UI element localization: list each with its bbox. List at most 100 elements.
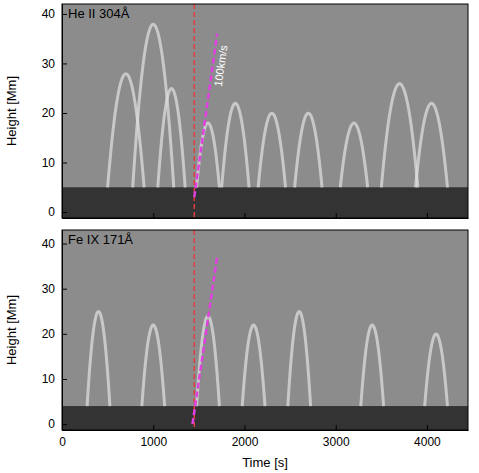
x-tick bbox=[62, 213, 63, 218]
y-tick-mark bbox=[62, 424, 67, 425]
y-tick-label: 20 bbox=[42, 327, 56, 341]
y-tick-mark bbox=[62, 289, 67, 290]
plot-area bbox=[62, 230, 468, 430]
y-tick-label: 40 bbox=[42, 237, 56, 251]
spicule-track bbox=[197, 123, 220, 187]
y-axis-title: Height [Mm] bbox=[4, 295, 19, 365]
spicule-track bbox=[108, 74, 144, 188]
y-axis-line bbox=[62, 5, 63, 219]
spicule-track bbox=[416, 103, 448, 187]
x-axis-line bbox=[63, 218, 469, 219]
spicule-track bbox=[133, 24, 174, 187]
x-tick: 0 bbox=[59, 425, 66, 449]
panel: 0 10 20 30 40 0 1000 2000 3000 4000 Fe IX 171Å Heig… bbox=[4, 230, 469, 470]
y-tick-label: 10 bbox=[42, 156, 56, 170]
y-tick: 20 bbox=[42, 106, 67, 120]
y-tick-label: 0 bbox=[48, 417, 55, 431]
figure: 0 10 20 30 40 He II 304Å Height [Mm] 100km/s 0 10… bbox=[0, 0, 479, 473]
x-tick-mark bbox=[336, 213, 337, 218]
y-tick-mark bbox=[62, 244, 67, 245]
y-tick-mark bbox=[62, 379, 67, 380]
x-tick-mark bbox=[62, 425, 63, 430]
y-tick: 20 bbox=[42, 327, 67, 341]
y-tick-label: 30 bbox=[42, 282, 56, 296]
y-axis-title: Height [Mm] bbox=[4, 76, 19, 146]
y-tick: 40 bbox=[42, 237, 67, 251]
panel-title: Fe IX 171Å bbox=[68, 232, 133, 247]
spicule-track bbox=[258, 113, 285, 187]
y-tick-label: 20 bbox=[42, 106, 56, 120]
x-axis: 0 1000 2000 3000 4000 bbox=[59, 425, 468, 449]
y-tick: 0 bbox=[48, 417, 67, 431]
y-tick-label: 40 bbox=[42, 7, 56, 21]
y-tick-mark bbox=[62, 334, 67, 335]
plot-frame bbox=[62, 230, 468, 430]
spicule-track bbox=[142, 325, 165, 406]
y-axis-line bbox=[62, 231, 63, 431]
spicule-track bbox=[361, 325, 384, 406]
panel: 0 10 20 30 40 He II 304Å Height [Mm] 100km/s bbox=[4, 4, 469, 219]
x-tick-mark bbox=[244, 213, 245, 218]
x-tick-label: 0 bbox=[59, 435, 66, 449]
image-background bbox=[62, 230, 468, 430]
lower-layer bbox=[62, 187, 468, 218]
x-tick: 2000 bbox=[232, 425, 259, 449]
x-tick bbox=[153, 213, 154, 218]
velocity-line bbox=[194, 34, 217, 197]
x-tick-mark bbox=[427, 213, 428, 218]
spicule-track bbox=[340, 123, 367, 187]
reference-line bbox=[194, 230, 196, 430]
x-axis-title: Time [s] bbox=[242, 455, 288, 470]
panel-title: He II 304Å bbox=[68, 6, 130, 21]
x-tick-label: 1000 bbox=[140, 435, 167, 449]
x-tick-mark bbox=[244, 425, 245, 430]
x-tick-label: 2000 bbox=[232, 435, 259, 449]
y-tick: 0 bbox=[48, 205, 67, 219]
x-tick bbox=[427, 213, 428, 218]
velocity-annotation: 100km/s bbox=[212, 44, 230, 87]
y-tick-mark bbox=[62, 63, 67, 64]
x-tick bbox=[336, 213, 337, 218]
lower-layer bbox=[62, 406, 468, 430]
x-axis bbox=[63, 213, 469, 219]
y-axis: 0 10 20 30 40 bbox=[42, 5, 67, 220]
spicule-track bbox=[87, 312, 110, 406]
x-tick-mark bbox=[427, 425, 428, 430]
y-tick: 10 bbox=[42, 156, 67, 170]
spicule-track bbox=[288, 312, 311, 406]
velocity-line bbox=[192, 257, 217, 424]
x-tick: 4000 bbox=[414, 425, 441, 449]
y-tick: 30 bbox=[42, 282, 67, 296]
y-tick-mark bbox=[62, 163, 67, 164]
y-tick-mark bbox=[62, 212, 67, 213]
y-tick-mark bbox=[62, 14, 67, 15]
spicule-track bbox=[295, 113, 322, 187]
x-tick-mark bbox=[153, 425, 154, 430]
x-tick-label: 4000 bbox=[414, 435, 441, 449]
spicule-track bbox=[158, 89, 185, 188]
y-tick: 30 bbox=[42, 57, 67, 71]
x-tick bbox=[244, 213, 245, 218]
x-tick-label: 3000 bbox=[323, 435, 350, 449]
y-tick-label: 0 bbox=[48, 205, 55, 219]
image-background bbox=[62, 4, 468, 218]
plot-frame bbox=[62, 4, 468, 218]
x-axis-line bbox=[63, 430, 469, 431]
y-axis: 0 10 20 30 40 bbox=[42, 231, 67, 432]
spicule-track bbox=[425, 334, 448, 406]
y-tick: 40 bbox=[42, 7, 67, 21]
x-tick-mark bbox=[62, 213, 63, 218]
x-tick: 1000 bbox=[140, 425, 167, 449]
spicule-track bbox=[242, 325, 265, 406]
y-tick-mark bbox=[62, 113, 67, 114]
x-tick-mark bbox=[336, 425, 337, 430]
y-tick-label: 30 bbox=[42, 57, 56, 71]
spicule-track bbox=[222, 103, 249, 187]
y-tick-label: 10 bbox=[42, 372, 56, 386]
spicule-track bbox=[197, 316, 220, 406]
plot-area bbox=[62, 4, 468, 218]
x-tick: 3000 bbox=[323, 425, 350, 449]
spicule-track bbox=[381, 84, 417, 188]
x-tick-mark bbox=[153, 213, 154, 218]
y-tick: 10 bbox=[42, 372, 67, 386]
